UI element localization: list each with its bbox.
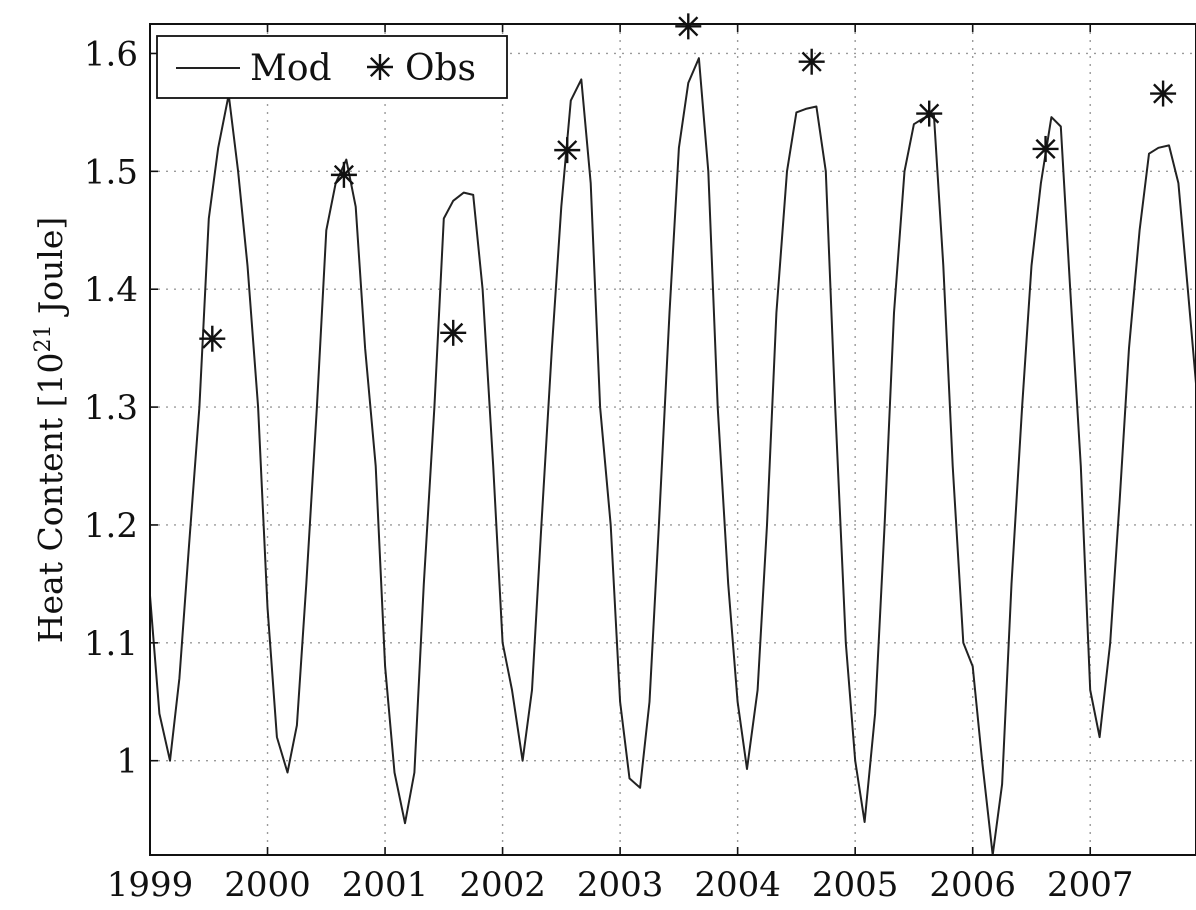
legend-obs-label: Obs (405, 48, 476, 89)
legend: Mod Obs (156, 35, 508, 99)
y-axis-ticks: 1 1.1 1.2 1.3 1.4 1.5 1.6 (84, 34, 158, 782)
obs-point (1150, 80, 1177, 107)
y-axis-title-unit: Joule] (31, 217, 70, 325)
plot-frame (149, 23, 1196, 856)
asterisk-stroke (1153, 83, 1174, 104)
x-axis-ticks: 1999 2000 2001 2002 2003 2004 2005 2006 2007 (107, 24, 1134, 905)
legend-asterisk (367, 54, 393, 80)
asterisk-stroke (801, 51, 822, 72)
legend-obs-asterisk-icon (367, 54, 393, 80)
x-tick-label: 1999 (107, 865, 194, 905)
asterisk-stroke (1035, 138, 1056, 159)
y-axis-title: Heat Content [1021 Joule] (31, 217, 70, 644)
x-tick-label: 2002 (459, 865, 546, 905)
x-tick-label: 2001 (342, 865, 429, 905)
asterisk-stroke (557, 140, 578, 161)
y-tick-label: 1.4 (84, 270, 138, 310)
y-tick-label: 1.6 (84, 34, 138, 74)
obs-series (199, 13, 1177, 352)
obs-point (1032, 135, 1059, 162)
y-axis-title-main: Heat Content [10 (31, 353, 70, 644)
obs-point (675, 13, 702, 40)
obs-point (199, 325, 226, 352)
x-tick-label: 2003 (577, 865, 664, 905)
obs-point (440, 319, 467, 346)
asterisk-stroke (443, 322, 464, 343)
x-tick-label: 2007 (1047, 865, 1134, 905)
x-tick-label: 2006 (929, 865, 1016, 905)
x-tick-label: 2000 (224, 865, 311, 905)
legend-mod-label: Mod (250, 48, 332, 89)
y-tick-label: 1.5 (84, 152, 138, 192)
obs-point (798, 48, 825, 75)
y-tick-label: 1 (116, 742, 138, 782)
x-tick-label: 2005 (812, 865, 899, 905)
y-tick-label: 1.1 (84, 624, 138, 664)
asterisk-stroke (678, 16, 699, 37)
obs-point (916, 100, 943, 127)
asterisk-stroke (333, 164, 354, 185)
x-tick-label: 2004 (694, 865, 781, 905)
asterisk-stroke (202, 328, 223, 349)
obs-point (554, 137, 581, 164)
y-tick-label: 1.3 (84, 388, 138, 428)
y-axis-title-exponent: 21 (31, 325, 56, 353)
obs-point (330, 161, 357, 188)
asterisk-stroke (919, 103, 940, 124)
y-tick-label: 1.2 (84, 506, 138, 546)
mod-series-line (149, 57, 1196, 856)
mod-series (149, 57, 1196, 856)
asterisk-stroke (369, 56, 391, 78)
